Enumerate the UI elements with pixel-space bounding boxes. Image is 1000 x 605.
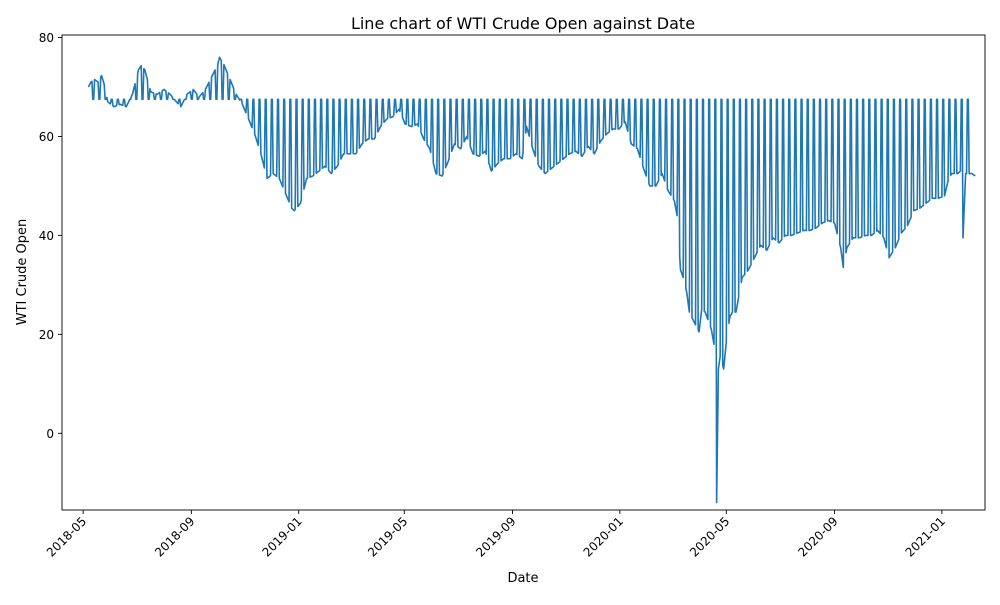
y-tick-label: 20 bbox=[39, 328, 54, 342]
plot-line-group bbox=[87, 56, 976, 504]
y-axis-label: WTI Crude Open bbox=[15, 219, 30, 326]
y-tick-label: 40 bbox=[39, 229, 54, 243]
plot-frame bbox=[61, 34, 986, 511]
y-tick-label: 0 bbox=[46, 427, 54, 441]
y-tick-label: 80 bbox=[39, 31, 54, 45]
y-axis: 0 20 40 60 80 bbox=[39, 31, 62, 441]
y-tick-label: 60 bbox=[39, 130, 54, 144]
chart-title: Line chart of WTI Crude Open against Dat… bbox=[351, 14, 695, 33]
series-line bbox=[87, 56, 976, 504]
x-axis-label: Date bbox=[507, 571, 538, 586]
